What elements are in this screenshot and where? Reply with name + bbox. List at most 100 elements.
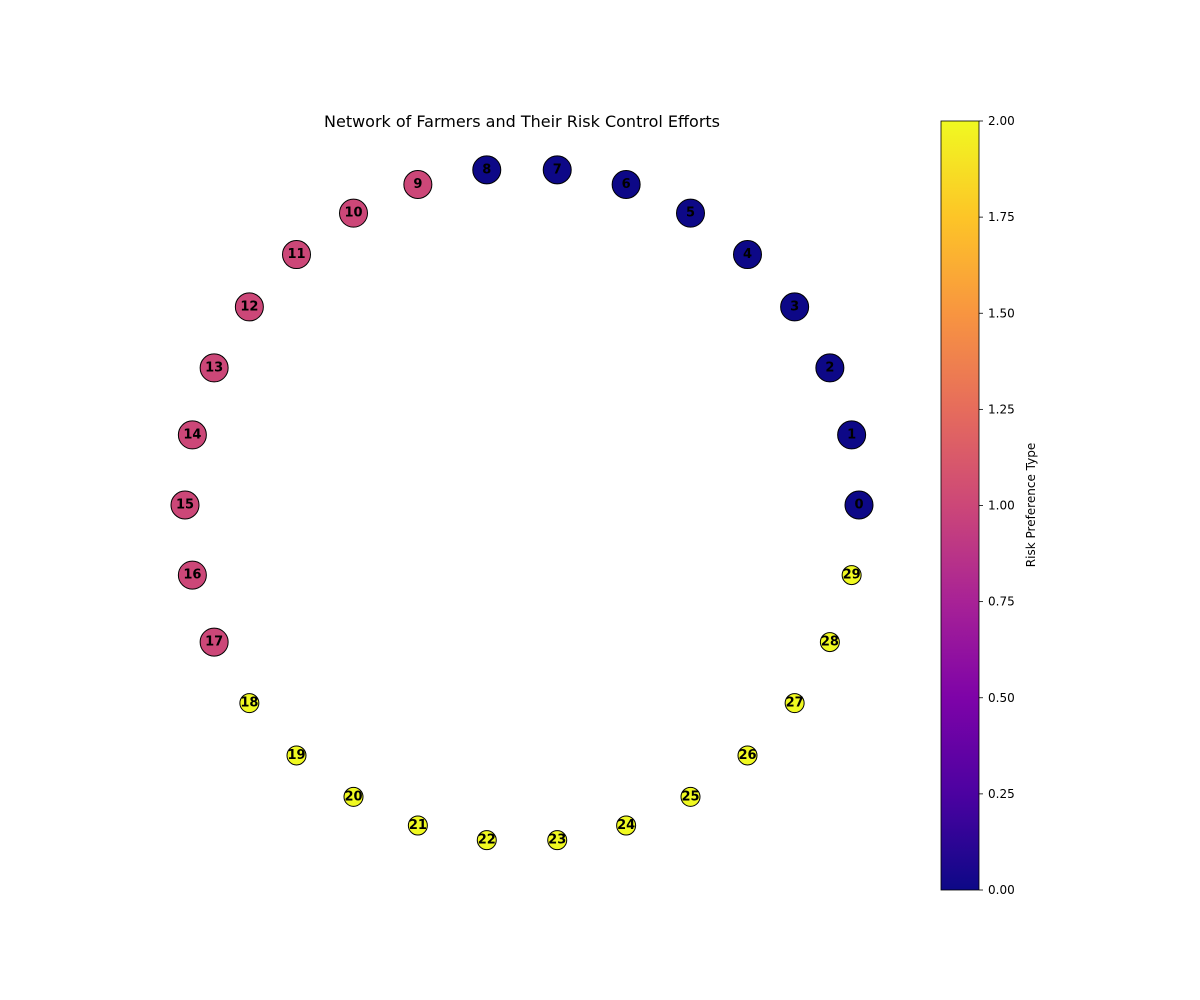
node-circle bbox=[676, 198, 705, 228]
node-circle bbox=[343, 786, 364, 807]
colorbar-tick-label: 1.00 bbox=[988, 499, 1015, 513]
node-13: 13 bbox=[199, 353, 229, 383]
node-circle bbox=[177, 420, 207, 450]
node-circle bbox=[844, 490, 874, 520]
node-label: 10 bbox=[344, 206, 362, 221]
node-circle bbox=[472, 155, 502, 185]
node-circle bbox=[177, 560, 207, 590]
node-17: 17 bbox=[199, 627, 229, 657]
node-1: 1 bbox=[837, 420, 867, 450]
node-label: 27 bbox=[786, 696, 804, 711]
node-label: 16 bbox=[183, 568, 201, 583]
node-label: 26 bbox=[738, 748, 756, 763]
colorbar-ticks: 0.00 0.25 0.50 0.75 1.00 1.25 1.50 1.75 2.00 bbox=[979, 114, 1015, 897]
node-label: 6 bbox=[622, 177, 631, 192]
node-24: 24 bbox=[616, 815, 637, 836]
colorbar-tick-label: 0.00 bbox=[988, 883, 1015, 897]
node-label: 21 bbox=[409, 818, 427, 833]
node-28: 28 bbox=[819, 632, 840, 653]
colorbar-tick-label: 2.00 bbox=[988, 114, 1015, 128]
node-4: 4 bbox=[732, 240, 762, 270]
node-label: 15 bbox=[176, 498, 194, 513]
node-9: 9 bbox=[403, 169, 433, 199]
node-circle bbox=[837, 420, 867, 450]
node-29: 29 bbox=[841, 565, 862, 586]
node-25: 25 bbox=[680, 786, 701, 807]
node-label: 20 bbox=[344, 789, 362, 804]
node-label: 22 bbox=[478, 833, 496, 848]
node-label: 0 bbox=[854, 498, 863, 513]
node-circle bbox=[680, 786, 701, 807]
node-10: 10 bbox=[339, 198, 368, 228]
node-11: 11 bbox=[282, 240, 312, 270]
node-label: 2 bbox=[825, 360, 834, 375]
node-circle bbox=[476, 830, 497, 851]
node-18: 18 bbox=[239, 693, 260, 714]
colorbar-tick-label: 1.75 bbox=[988, 210, 1015, 224]
node-27: 27 bbox=[784, 693, 805, 714]
node-circle bbox=[547, 830, 568, 851]
colorbar-tick-label: 0.50 bbox=[988, 691, 1015, 705]
node-26: 26 bbox=[737, 745, 758, 766]
node-0: 0 bbox=[844, 490, 874, 520]
colorbar-tick-label: 1.25 bbox=[988, 402, 1015, 416]
node-label: 12 bbox=[240, 299, 258, 314]
node-label: 17 bbox=[205, 635, 223, 650]
node-circle bbox=[282, 240, 312, 270]
node-label: 19 bbox=[287, 748, 305, 763]
node-label: 25 bbox=[681, 789, 699, 804]
node-circle bbox=[199, 627, 229, 657]
node-circle bbox=[239, 693, 260, 714]
node-circle bbox=[407, 815, 428, 836]
node-label: 5 bbox=[686, 206, 695, 221]
node-circle bbox=[234, 292, 264, 322]
node-circle bbox=[780, 292, 810, 322]
node-circle bbox=[819, 632, 840, 653]
node-21: 21 bbox=[407, 815, 428, 836]
node-23: 23 bbox=[547, 830, 568, 851]
node-circle bbox=[841, 565, 862, 586]
colorbar-gradient bbox=[940, 120, 980, 891]
node-circle bbox=[616, 815, 637, 836]
node-circle bbox=[199, 353, 229, 383]
node-6: 6 bbox=[611, 169, 641, 199]
node-8: 8 bbox=[472, 155, 502, 185]
node-5: 5 bbox=[676, 198, 705, 228]
node-circle bbox=[286, 745, 307, 766]
node-circle bbox=[542, 155, 572, 185]
chart-title: Network of Farmers and Their Risk Contro… bbox=[324, 112, 720, 131]
node-label: 18 bbox=[240, 696, 258, 711]
node-label: 1 bbox=[847, 427, 856, 442]
colorbar-tick-label: 1.50 bbox=[988, 306, 1015, 320]
node-19: 19 bbox=[286, 745, 307, 766]
node-label: 28 bbox=[821, 635, 839, 650]
colorbar: 0.00 0.25 0.50 0.75 1.00 1.25 1.50 1.75 2.00 Ris… bbox=[940, 114, 1038, 897]
node-circle bbox=[732, 240, 762, 270]
node-20: 20 bbox=[343, 786, 364, 807]
colorbar-tick-label: 0.75 bbox=[988, 595, 1015, 609]
node-label: 8 bbox=[482, 162, 491, 177]
node-circle bbox=[339, 198, 368, 228]
node-3: 3 bbox=[780, 292, 810, 322]
node-label: 4 bbox=[743, 247, 752, 262]
node-label: 9 bbox=[413, 177, 422, 192]
node-circle bbox=[815, 353, 845, 383]
node-circle bbox=[784, 693, 805, 714]
node-label: 14 bbox=[183, 427, 201, 442]
node-label: 23 bbox=[548, 833, 566, 848]
node-16: 16 bbox=[177, 560, 207, 590]
colorbar-label: Risk Preference Type bbox=[1024, 443, 1038, 567]
node-22: 22 bbox=[476, 830, 497, 851]
node-circle bbox=[170, 490, 200, 520]
node-label: 24 bbox=[617, 818, 635, 833]
node-12: 12 bbox=[234, 292, 264, 322]
node-7: 7 bbox=[542, 155, 572, 185]
node-circle bbox=[737, 745, 758, 766]
colorbar-tick-label: 0.25 bbox=[988, 787, 1015, 801]
node-2: 2 bbox=[815, 353, 845, 383]
node-15: 15 bbox=[170, 490, 200, 520]
node-circle bbox=[403, 169, 433, 199]
node-label: 3 bbox=[790, 299, 799, 314]
